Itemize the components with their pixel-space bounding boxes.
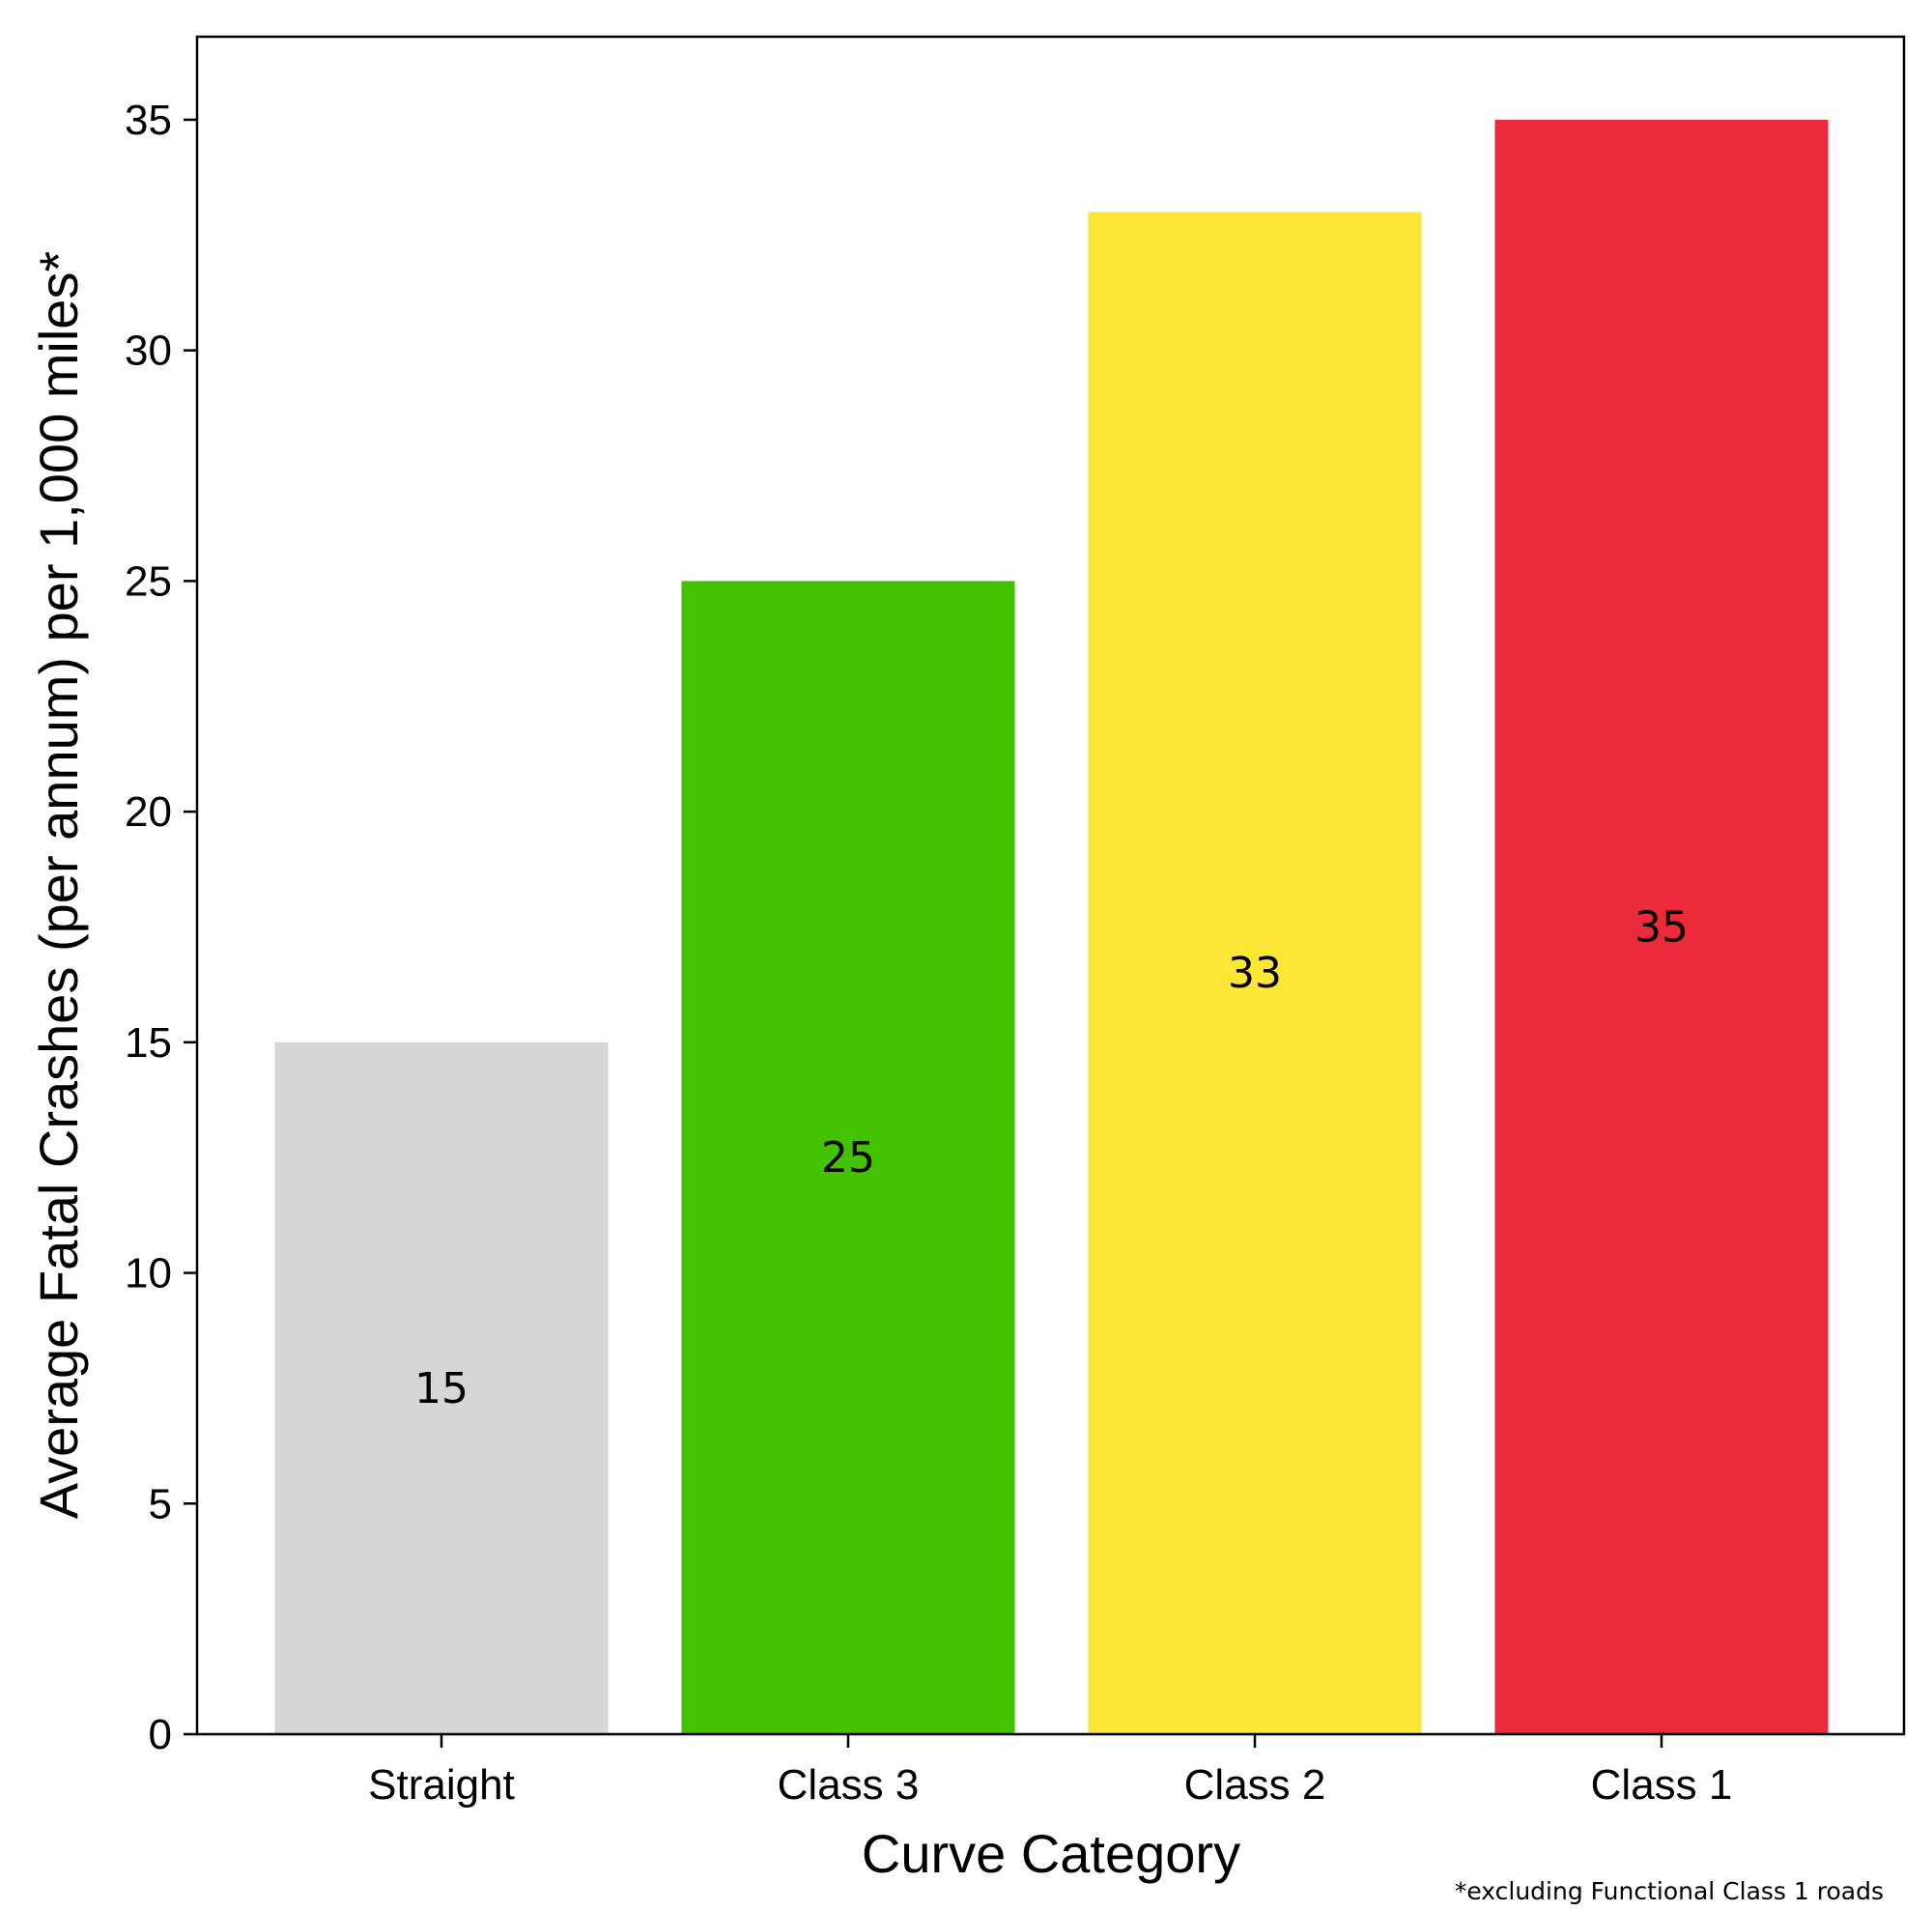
y-tick-label: 10	[125, 1250, 172, 1298]
y-tick-label: 35	[125, 97, 172, 144]
y-tick-label: 20	[125, 788, 172, 836]
footnote: *excluding Functional Class 1 roads	[1455, 1877, 1884, 1905]
bar-straight	[274, 1041, 609, 1734]
x-tick-label: Class 1	[1591, 1761, 1733, 1809]
x-tick-label: Class 3	[778, 1761, 920, 1809]
x-tick-label: Straight	[368, 1761, 515, 1809]
bar-class-2	[1088, 212, 1422, 1735]
bar-labels-layer: 15 25 33 35	[414, 902, 1689, 1412]
bar-value-label: 33	[1228, 949, 1282, 998]
plot-area-frame	[195, 35, 1906, 1736]
bar-value-label: 25	[821, 1133, 875, 1183]
bar-value-label: 15	[414, 1364, 469, 1413]
y-axis: 0 5 10 15 20 25 30 35	[125, 97, 197, 1758]
y-axis-title: Average Fatal Crashes (per annum) per 1,…	[28, 251, 89, 1520]
bars-layer	[274, 119, 1829, 1735]
y-tick-label: 5	[149, 1480, 172, 1527]
bar-class-1	[1494, 119, 1829, 1735]
bar-value-label: 35	[1634, 902, 1689, 952]
y-tick-label: 0	[149, 1711, 172, 1758]
y-tick-label: 25	[125, 557, 172, 605]
x-axis-title: Curve Category	[862, 1823, 1240, 1884]
y-tick-label: 30	[125, 328, 172, 375]
x-tick-label: Class 2	[1184, 1761, 1326, 1809]
y-tick-label: 15	[125, 1019, 172, 1067]
x-axis: Straight Class 3 Class 2 Class 1	[368, 1734, 1732, 1809]
bar-class-3	[681, 581, 1015, 1734]
